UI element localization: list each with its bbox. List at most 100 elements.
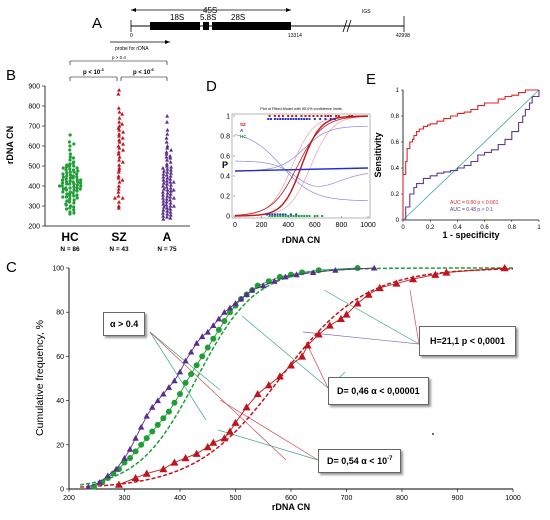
d-point-hc bbox=[316, 215, 319, 217]
d-point-hc bbox=[281, 215, 284, 217]
b-point-a bbox=[168, 204, 173, 208]
c-x-tick-label: 700 bbox=[341, 495, 353, 502]
c-point-hc bbox=[171, 399, 178, 406]
c-x-tick-label: 200 bbox=[63, 495, 75, 502]
d-legend-a: A bbox=[240, 128, 244, 133]
c-point-a bbox=[160, 390, 167, 397]
b-y-tick-label: 200 bbox=[28, 224, 40, 231]
d-point-a bbox=[303, 118, 306, 120]
b-point-a bbox=[168, 195, 173, 199]
label-end-28s: 13314 bbox=[288, 33, 302, 39]
e-y-tick-label: 0.6 bbox=[391, 140, 400, 146]
e-x-tick-label: 0 bbox=[401, 225, 405, 231]
c-point-a bbox=[260, 282, 267, 289]
b-point-hc bbox=[61, 178, 65, 182]
b-point-a bbox=[168, 177, 173, 181]
c-point-hc bbox=[127, 455, 134, 462]
c-point-hc bbox=[149, 428, 156, 435]
b-point-sz bbox=[117, 120, 122, 124]
b-point-a bbox=[164, 150, 169, 154]
c-point-hc bbox=[177, 390, 183, 397]
d-point-sz bbox=[329, 115, 332, 117]
d-point-a-bottom bbox=[295, 213, 298, 216]
b-point-hc bbox=[61, 190, 65, 194]
b-point-sz bbox=[120, 178, 125, 182]
d-a-ci-band bbox=[234, 134, 368, 202]
b-point-a bbox=[171, 204, 176, 208]
d-point-hc bbox=[295, 215, 298, 217]
b-point-sz bbox=[120, 160, 125, 164]
b-point-sz bbox=[116, 174, 121, 178]
b-point-hc bbox=[68, 170, 72, 174]
b-point-hc bbox=[65, 207, 69, 211]
c-point-hc bbox=[143, 435, 150, 442]
d-point-a bbox=[292, 118, 295, 120]
c-point-hc bbox=[199, 353, 206, 360]
b-point-sz bbox=[121, 130, 126, 134]
e-y-tick-label: 0 bbox=[396, 218, 400, 224]
b-point-hc bbox=[72, 198, 76, 202]
b-point-a bbox=[165, 215, 170, 219]
d-legend-sz: SZ bbox=[240, 122, 246, 127]
panel-e-plot bbox=[402, 89, 540, 221]
b-point-hc bbox=[65, 192, 69, 196]
b-point-hc bbox=[64, 168, 68, 172]
b-n-label: N = 75 bbox=[157, 246, 177, 253]
d-point-a bbox=[308, 118, 311, 120]
c-point-hc bbox=[121, 459, 128, 466]
d-point-sz bbox=[277, 115, 280, 117]
c-point-sz bbox=[353, 299, 362, 307]
b-point-hc bbox=[68, 148, 72, 152]
b-point-sz bbox=[112, 196, 117, 200]
e-x-tick-label: 0.6 bbox=[480, 225, 489, 231]
d-point-a bbox=[324, 118, 327, 120]
b-point-hc bbox=[79, 178, 83, 182]
d-point-sz bbox=[287, 115, 290, 117]
b-point-hc bbox=[72, 205, 76, 209]
d-point-sz bbox=[291, 115, 294, 117]
c-point-a bbox=[371, 264, 378, 271]
d-point-a bbox=[276, 118, 279, 120]
b-point-sz bbox=[117, 180, 122, 184]
d-point-a-bottom bbox=[284, 213, 287, 216]
d-point-hc bbox=[308, 215, 311, 217]
c-point-sz bbox=[264, 381, 273, 389]
sig-right-main: p < 10 bbox=[133, 70, 151, 76]
d-point-hc bbox=[273, 215, 276, 217]
c-point-a bbox=[199, 333, 206, 340]
b-point-hc bbox=[71, 176, 75, 180]
b-point-hc bbox=[60, 184, 64, 188]
panel-c-annotation-lines bbox=[149, 289, 420, 461]
annotation-d046: D= 0,46 α < 0,00001 bbox=[328, 377, 429, 405]
b-point-hc bbox=[72, 211, 76, 215]
b-point-a bbox=[168, 156, 173, 160]
b-point-a bbox=[171, 196, 176, 200]
b-point-a bbox=[164, 179, 169, 183]
b-point-a bbox=[169, 171, 174, 175]
d-y-tick-label: 0 bbox=[226, 214, 230, 221]
c-point-hc bbox=[193, 362, 200, 369]
d-point-a-bottom bbox=[281, 213, 284, 216]
d-point-a bbox=[267, 118, 270, 120]
b-point-sz bbox=[116, 92, 121, 96]
b-point-hc bbox=[68, 133, 72, 137]
c-point-a bbox=[171, 377, 178, 384]
c-point-hc bbox=[354, 265, 361, 271]
b-point-hc bbox=[68, 179, 72, 183]
e-auc-a: AUC = 0.48 p > 0.1 bbox=[450, 207, 493, 213]
b-point-hc bbox=[60, 181, 65, 185]
c-point-a bbox=[154, 397, 161, 404]
panel-c: C Cumulative frequency, % rDNA CN 200 300… bbox=[6, 259, 521, 512]
b-y-tick-label: 300 bbox=[28, 204, 40, 211]
annotation-d046-text: D= 0,46 α < 0,00001 bbox=[337, 386, 420, 396]
b-point-a bbox=[168, 201, 173, 205]
panel-b-label: B bbox=[6, 67, 16, 84]
sig-left-label: p < 10-3 bbox=[83, 67, 105, 76]
c-point-a bbox=[271, 278, 278, 284]
label-start: 0 bbox=[130, 33, 133, 39]
c-point-sz bbox=[275, 372, 284, 380]
b-point-a bbox=[160, 190, 165, 194]
c-point-a bbox=[137, 423, 145, 430]
c-point-hc bbox=[288, 271, 294, 278]
c-point-sz bbox=[142, 469, 151, 477]
